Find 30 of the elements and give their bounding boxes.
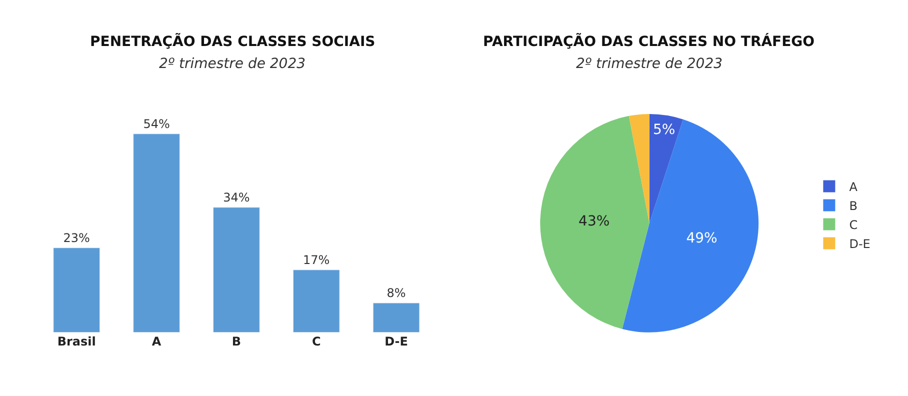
pie-slice [649, 114, 684, 224]
pie-slice [540, 116, 650, 329]
bar [372, 302, 420, 332]
legend-label: D-E [849, 236, 870, 251]
bar [213, 207, 260, 332]
legend-label: A [849, 180, 858, 194]
x-tick-label: D-E [384, 334, 408, 348]
bar [133, 134, 180, 332]
x-tick-label: Brasil [57, 334, 96, 348]
chart-title: PARTICIPAÇÃO DAS CLASSES NO TRÁFEGO [483, 32, 815, 50]
data-label: 8% [386, 286, 406, 300]
data-label: 23% [63, 230, 90, 245]
legend-label: C [849, 218, 858, 232]
legend-label: B [849, 198, 858, 213]
pie-slice [628, 114, 650, 224]
data-label: 49% [686, 230, 718, 246]
x-tick-label: A [152, 334, 162, 348]
data-label: 43% [578, 213, 610, 230]
data-label: 34% [223, 190, 250, 204]
chart-title: PENETRAÇÃO DAS CLASSES SOCIAIS [90, 32, 376, 50]
pie-slice [622, 119, 759, 332]
chart-subtitle: 2º trimestre de 2023 [576, 56, 723, 72]
bar [292, 270, 340, 332]
data-label: 54% [143, 116, 170, 131]
data-label: 17% [303, 252, 330, 267]
bar [53, 248, 100, 332]
data-label: 5% [653, 122, 676, 138]
x-tick-label: C [312, 334, 321, 348]
x-tick-label: B [232, 334, 242, 348]
chart-subtitle: 2º trimestre de 2023 [159, 56, 306, 72]
